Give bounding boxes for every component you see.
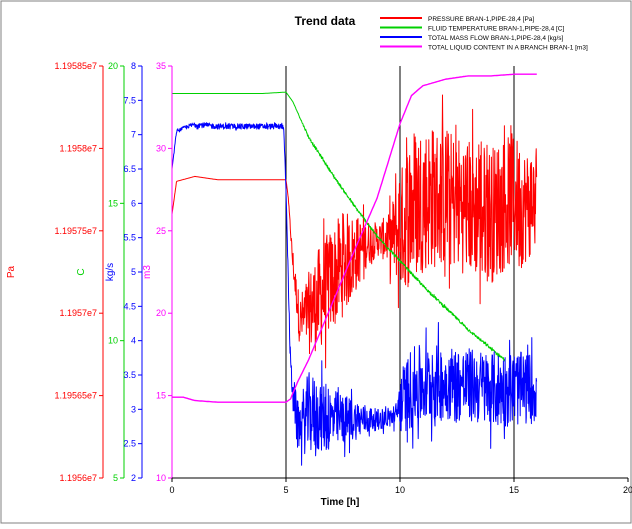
y-axis-label-m3: m3	[142, 265, 153, 279]
y-axis-label-pa: Pa	[6, 265, 17, 278]
y-tick-label-kgs: 8	[131, 61, 136, 71]
y-tick-label-kgs: 3.5	[123, 370, 136, 380]
y-tick-label-pa: 1.1957e7	[59, 308, 97, 318]
y-tick-label-m3: 15	[156, 391, 166, 401]
y-axis-label-c: C	[76, 268, 87, 275]
x-tick-label: 20	[623, 485, 632, 495]
y-tick-label-kgs: 7.5	[123, 95, 136, 105]
y-tick-label-c: 15	[108, 198, 118, 208]
y-tick-label-kgs: 3	[131, 404, 136, 414]
y-tick-label-kgs: 2.5	[123, 439, 136, 449]
series-line-m3	[172, 73, 537, 403]
y-tick-label-pa: 1.19575e7	[54, 226, 97, 236]
y-tick-label-kgs: 4.5	[123, 301, 136, 311]
y-tick-label-kgs: 4	[131, 336, 136, 346]
x-tick-label: 5	[283, 485, 288, 495]
legend-entry-m3: TOTAL LIQUID CONTENT IN A BRANCH BRAN-1 …	[428, 45, 588, 52]
y-tick-label-c: 20	[108, 61, 118, 71]
x-tick-label: 10	[395, 485, 405, 495]
y-tick-label-pa: 1.1956e7	[59, 473, 97, 483]
y-tick-label-kgs: 5.5	[123, 233, 136, 243]
series-line-kgs	[171, 122, 538, 466]
y-tick-label-kgs: 6.5	[123, 164, 136, 174]
legend: PRESSURE BRAN-1,PIPE-28,4 [Pa] FLUID TEMP…	[380, 16, 588, 52]
y-tick-label-m3: 25	[156, 226, 166, 236]
y-tick-label-kgs: 7	[131, 130, 136, 140]
legend-entry-kgs: TOTAL MASS FLOW BRAN-1,PIPE-28,4 [kg/s]	[428, 35, 564, 42]
y-axis-label-kgs: kg/s	[105, 263, 116, 281]
plot-area	[171, 66, 538, 478]
y-tick-label-m3: 35	[156, 61, 166, 71]
x-tick-label: 0	[169, 485, 174, 495]
y-tick-label-kgs: 2	[131, 473, 136, 483]
legend-entry-c: FLUID TEMPERATURE BRAN-1,PIPE-28,4 [C]	[428, 26, 564, 33]
x-tick-label: 15	[509, 485, 519, 495]
y-tick-label-c: 10	[108, 336, 118, 346]
y-tick-label-c: 5	[113, 473, 118, 483]
y-axes: 1.19585e7 1.1958e7 1.19575e7 1.1957e7 1.1956…	[6, 61, 173, 483]
series-line-pa	[171, 94, 538, 369]
x-axis: 0 5 10 15 20 Time [h]	[169, 477, 632, 508]
y-tick-label-pa: 1.19585e7	[54, 61, 97, 71]
series-line-c	[171, 91, 506, 362]
y-tick-label-m3: 30	[156, 143, 166, 153]
y-tick-label-kgs: 6	[131, 198, 136, 208]
y-tick-label-kgs: 5	[131, 267, 136, 277]
chart-title: Trend data	[295, 14, 356, 28]
y-tick-label-m3: 10	[156, 473, 166, 483]
y-tick-label-m3: 20	[156, 308, 166, 318]
x-axis-label: Time [h]	[321, 497, 360, 508]
y-tick-label-pa: 1.19565e7	[54, 391, 97, 401]
legend-entry-pa: PRESSURE BRAN-1,PIPE-28,4 [Pa]	[428, 16, 534, 23]
y-tick-label-pa: 1.1958e7	[59, 143, 97, 153]
